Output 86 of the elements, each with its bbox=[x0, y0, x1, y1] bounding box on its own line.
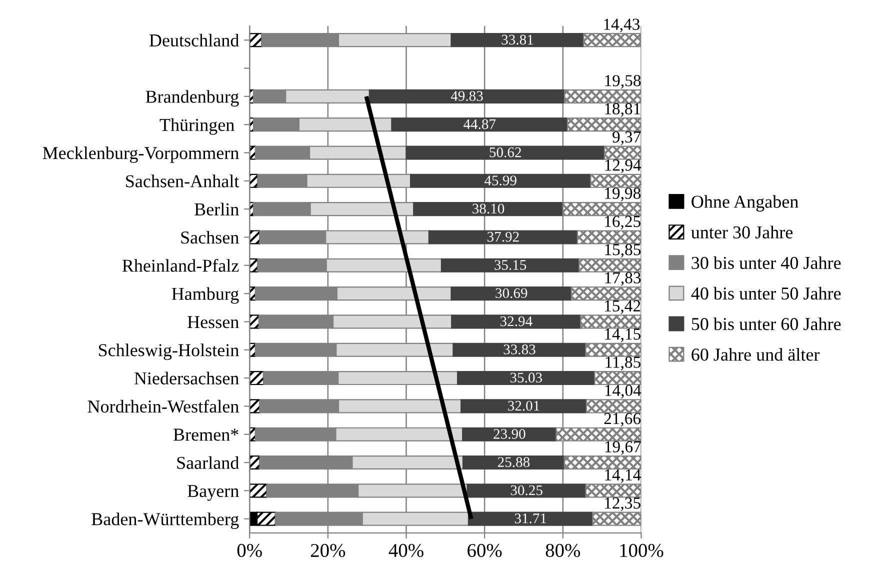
legend-label: Ohne Angaben bbox=[692, 195, 798, 212]
bar bbox=[468, 512, 594, 526]
data-label: 31.71 bbox=[514, 514, 546, 524]
y-tick-label: Sachsen-Anhalt bbox=[126, 174, 240, 188]
data-label: 11,85 bbox=[606, 356, 640, 370]
bar bbox=[250, 484, 268, 498]
bar bbox=[450, 33, 584, 48]
x-tick-label: 0% bbox=[237, 544, 262, 558]
data-label: 15,42 bbox=[605, 300, 640, 314]
data-label: 12,35 bbox=[605, 497, 640, 512]
data-label: 44.87 bbox=[463, 119, 496, 130]
bar bbox=[250, 314, 260, 329]
data-label: 19,98 bbox=[605, 188, 640, 202]
y-tick-label: Bremen* bbox=[174, 428, 238, 441]
bar bbox=[466, 484, 586, 498]
x-tick-label: 100% bbox=[620, 544, 664, 558]
data-label: 17,83 bbox=[605, 272, 641, 286]
x-tick-label: 20% bbox=[310, 544, 346, 558]
data-label: 19,58 bbox=[605, 75, 641, 89]
x-tick-label: 80% bbox=[546, 544, 580, 558]
bar bbox=[406, 146, 606, 160]
legend-label: 40 bis unter 50 Jahre bbox=[691, 286, 841, 300]
data-label: 16,25 bbox=[605, 216, 640, 230]
y-tick-label: Nordrhein-Westfalen bbox=[88, 400, 239, 413]
y-tick-label: Baden-Württemberg bbox=[92, 512, 239, 529]
y-tick-label: Mecklenburg-Vorpommern bbox=[42, 146, 239, 163]
bar bbox=[368, 89, 566, 104]
data-label: 49.83 bbox=[450, 91, 483, 101]
bar bbox=[428, 230, 578, 244]
y-tick-label: Hessen bbox=[188, 316, 239, 328]
data-label: 23.90 bbox=[494, 429, 526, 439]
data-label: 18,81 bbox=[605, 103, 640, 117]
data-label: 12,94 bbox=[605, 160, 642, 174]
y-tick-label: Sachsen bbox=[181, 230, 239, 244]
data-label: 14,15 bbox=[605, 328, 640, 342]
data-label: 14,04 bbox=[605, 384, 642, 398]
x-tick-label: 60% bbox=[468, 544, 502, 558]
y-tick-label: Hamburg bbox=[172, 287, 239, 304]
data-label: 30.69 bbox=[496, 288, 528, 298]
bar bbox=[250, 258, 258, 272]
data-label: 15,85 bbox=[605, 244, 641, 258]
legend-label: unter 30 Jahre bbox=[691, 226, 793, 238]
legend-label: 30 bis unter 40 Jahre bbox=[692, 256, 841, 270]
data-label: 33.83 bbox=[504, 344, 536, 354]
data-label: 35.03 bbox=[510, 372, 542, 383]
bar bbox=[450, 286, 572, 301]
y-tick-label: Thüringen bbox=[160, 118, 234, 135]
y-tick-label: Rheinland-Pfalz bbox=[122, 258, 239, 272]
data-label: 19,67 bbox=[605, 441, 641, 455]
data-label: 32.94 bbox=[500, 316, 532, 326]
data-label: 32.01 bbox=[508, 400, 540, 411]
bar bbox=[413, 202, 564, 216]
bar bbox=[440, 258, 580, 272]
data-label: 21,66 bbox=[604, 413, 641, 427]
data-label: 35.15 bbox=[494, 260, 526, 270]
bar bbox=[462, 455, 565, 470]
x-tick-label: 40% bbox=[388, 544, 424, 558]
bar bbox=[250, 370, 264, 386]
legend-label: 50 bis unter 60 Jahre bbox=[692, 317, 841, 330]
bar bbox=[452, 342, 586, 357]
bar bbox=[391, 118, 568, 132]
bar bbox=[451, 314, 582, 329]
legend-label: 60 Jahre und älter bbox=[692, 348, 820, 361]
data-label: 25.88 bbox=[498, 457, 530, 468]
data-label: 38.10 bbox=[472, 204, 504, 214]
bar bbox=[456, 370, 596, 386]
data-label: 37.92 bbox=[488, 232, 519, 242]
data-label: 14,14 bbox=[605, 469, 641, 483]
y-tick-label: Saarland bbox=[177, 456, 239, 469]
data-label: 30.25 bbox=[510, 485, 542, 496]
bar bbox=[250, 174, 258, 188]
bar bbox=[250, 230, 260, 244]
bar bbox=[462, 427, 557, 442]
y-tick-label: Brandenburg bbox=[146, 90, 239, 107]
bar bbox=[460, 399, 587, 414]
y-tick-label: Niedersachsen bbox=[134, 372, 239, 384]
data-label: 50.62 bbox=[490, 147, 521, 158]
y-tick-label: Deutschland bbox=[149, 34, 239, 47]
data-label: 33.81 bbox=[502, 34, 534, 45]
bar bbox=[410, 174, 592, 188]
y-tick-label: Bayern bbox=[188, 485, 239, 501]
y-tick-label: Schleswig-Holstein bbox=[98, 344, 239, 360]
data-label: 9,37 bbox=[612, 131, 641, 145]
data-label: 45.99 bbox=[484, 176, 516, 186]
y-tick-label: Berlin bbox=[194, 202, 239, 216]
data-label: 14,43 bbox=[604, 18, 640, 32]
